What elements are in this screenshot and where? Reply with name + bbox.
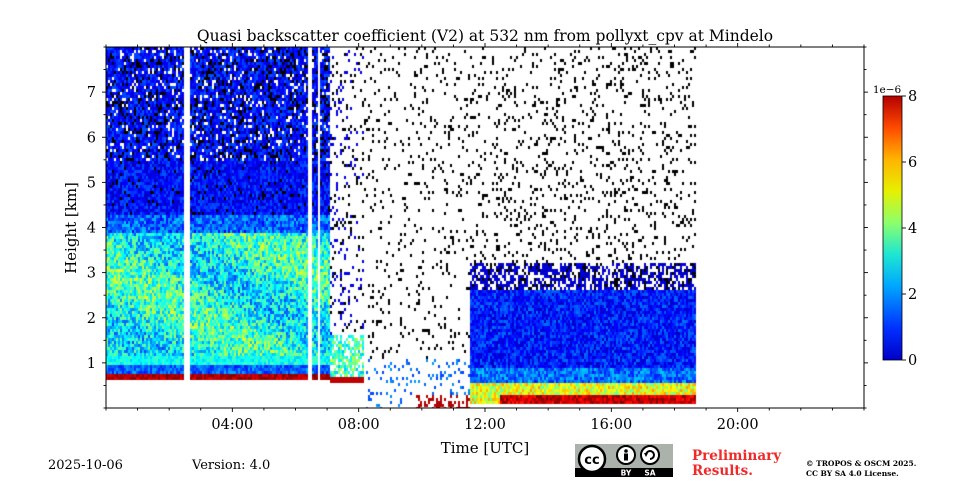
y-tick-label: 3 xyxy=(87,266,96,282)
y-tick-label: 7 xyxy=(87,85,96,101)
copyright-line2: CC BY SA 4.0 License. xyxy=(806,469,899,478)
preliminary-line1: Preliminary xyxy=(692,448,782,464)
chart-title: Quasi backscatter coefficient (V2) at 53… xyxy=(197,27,773,45)
copyright-notice: © TROPOS & OSCM 2025. CC BY SA 4.0 Licen… xyxy=(806,459,916,479)
x-tick-label: 20:00 xyxy=(717,417,759,433)
x-tick-label: 16:00 xyxy=(590,417,632,433)
by-label: BY xyxy=(621,469,632,478)
footer-version: Version: 4.0 xyxy=(192,458,271,473)
preliminary-line2: Results. xyxy=(692,463,753,479)
y-tick-label: 6 xyxy=(87,130,96,146)
x-tick-label: 12:00 xyxy=(464,417,506,433)
copyright-line1: © TROPOS & OSCM 2025. xyxy=(806,459,917,468)
y-tick-label: 5 xyxy=(87,175,96,191)
colorbar: 1e−6 0 2 4 6 8 xyxy=(873,84,917,369)
colorbar-tick-label: 6 xyxy=(908,155,917,171)
x-tick-label: 08:00 xyxy=(338,417,380,433)
colorbar-exponent: 1e−6 xyxy=(873,84,902,96)
x-axis: 04:00 08:00 12:00 16:00 20:00 xyxy=(105,43,865,433)
colorbar-tick-label: 2 xyxy=(908,287,917,303)
footer-date: 2025-10-06 xyxy=(48,458,123,473)
colorbar-tick-label: 8 xyxy=(908,89,917,105)
plot-area xyxy=(106,47,864,408)
sa-label: SA xyxy=(644,469,655,478)
preliminary-notice: Preliminary Results. xyxy=(692,449,781,479)
x-axis-label: Time [UTC] xyxy=(441,439,530,457)
y-tick-label: 2 xyxy=(87,311,96,327)
colorbar-gradient xyxy=(882,95,903,361)
cc-license-badge[interactable]: cc BY SA xyxy=(575,444,673,478)
y-tick-label: 1 xyxy=(87,356,96,372)
y-axis-label: Height [km] xyxy=(62,182,80,274)
colorbar-tick-label: 0 xyxy=(908,353,917,369)
y-axis: 1 2 3 4 5 6 7 xyxy=(87,46,868,409)
heatmap-image xyxy=(106,47,864,408)
cc-icon xyxy=(577,444,607,474)
cc-icon-text: cc xyxy=(584,453,599,468)
sa-icon xyxy=(640,445,660,465)
colorbar-tick-label: 4 xyxy=(908,221,917,237)
x-tick-label: 04:00 xyxy=(211,417,253,433)
y-tick-label: 4 xyxy=(87,221,96,237)
